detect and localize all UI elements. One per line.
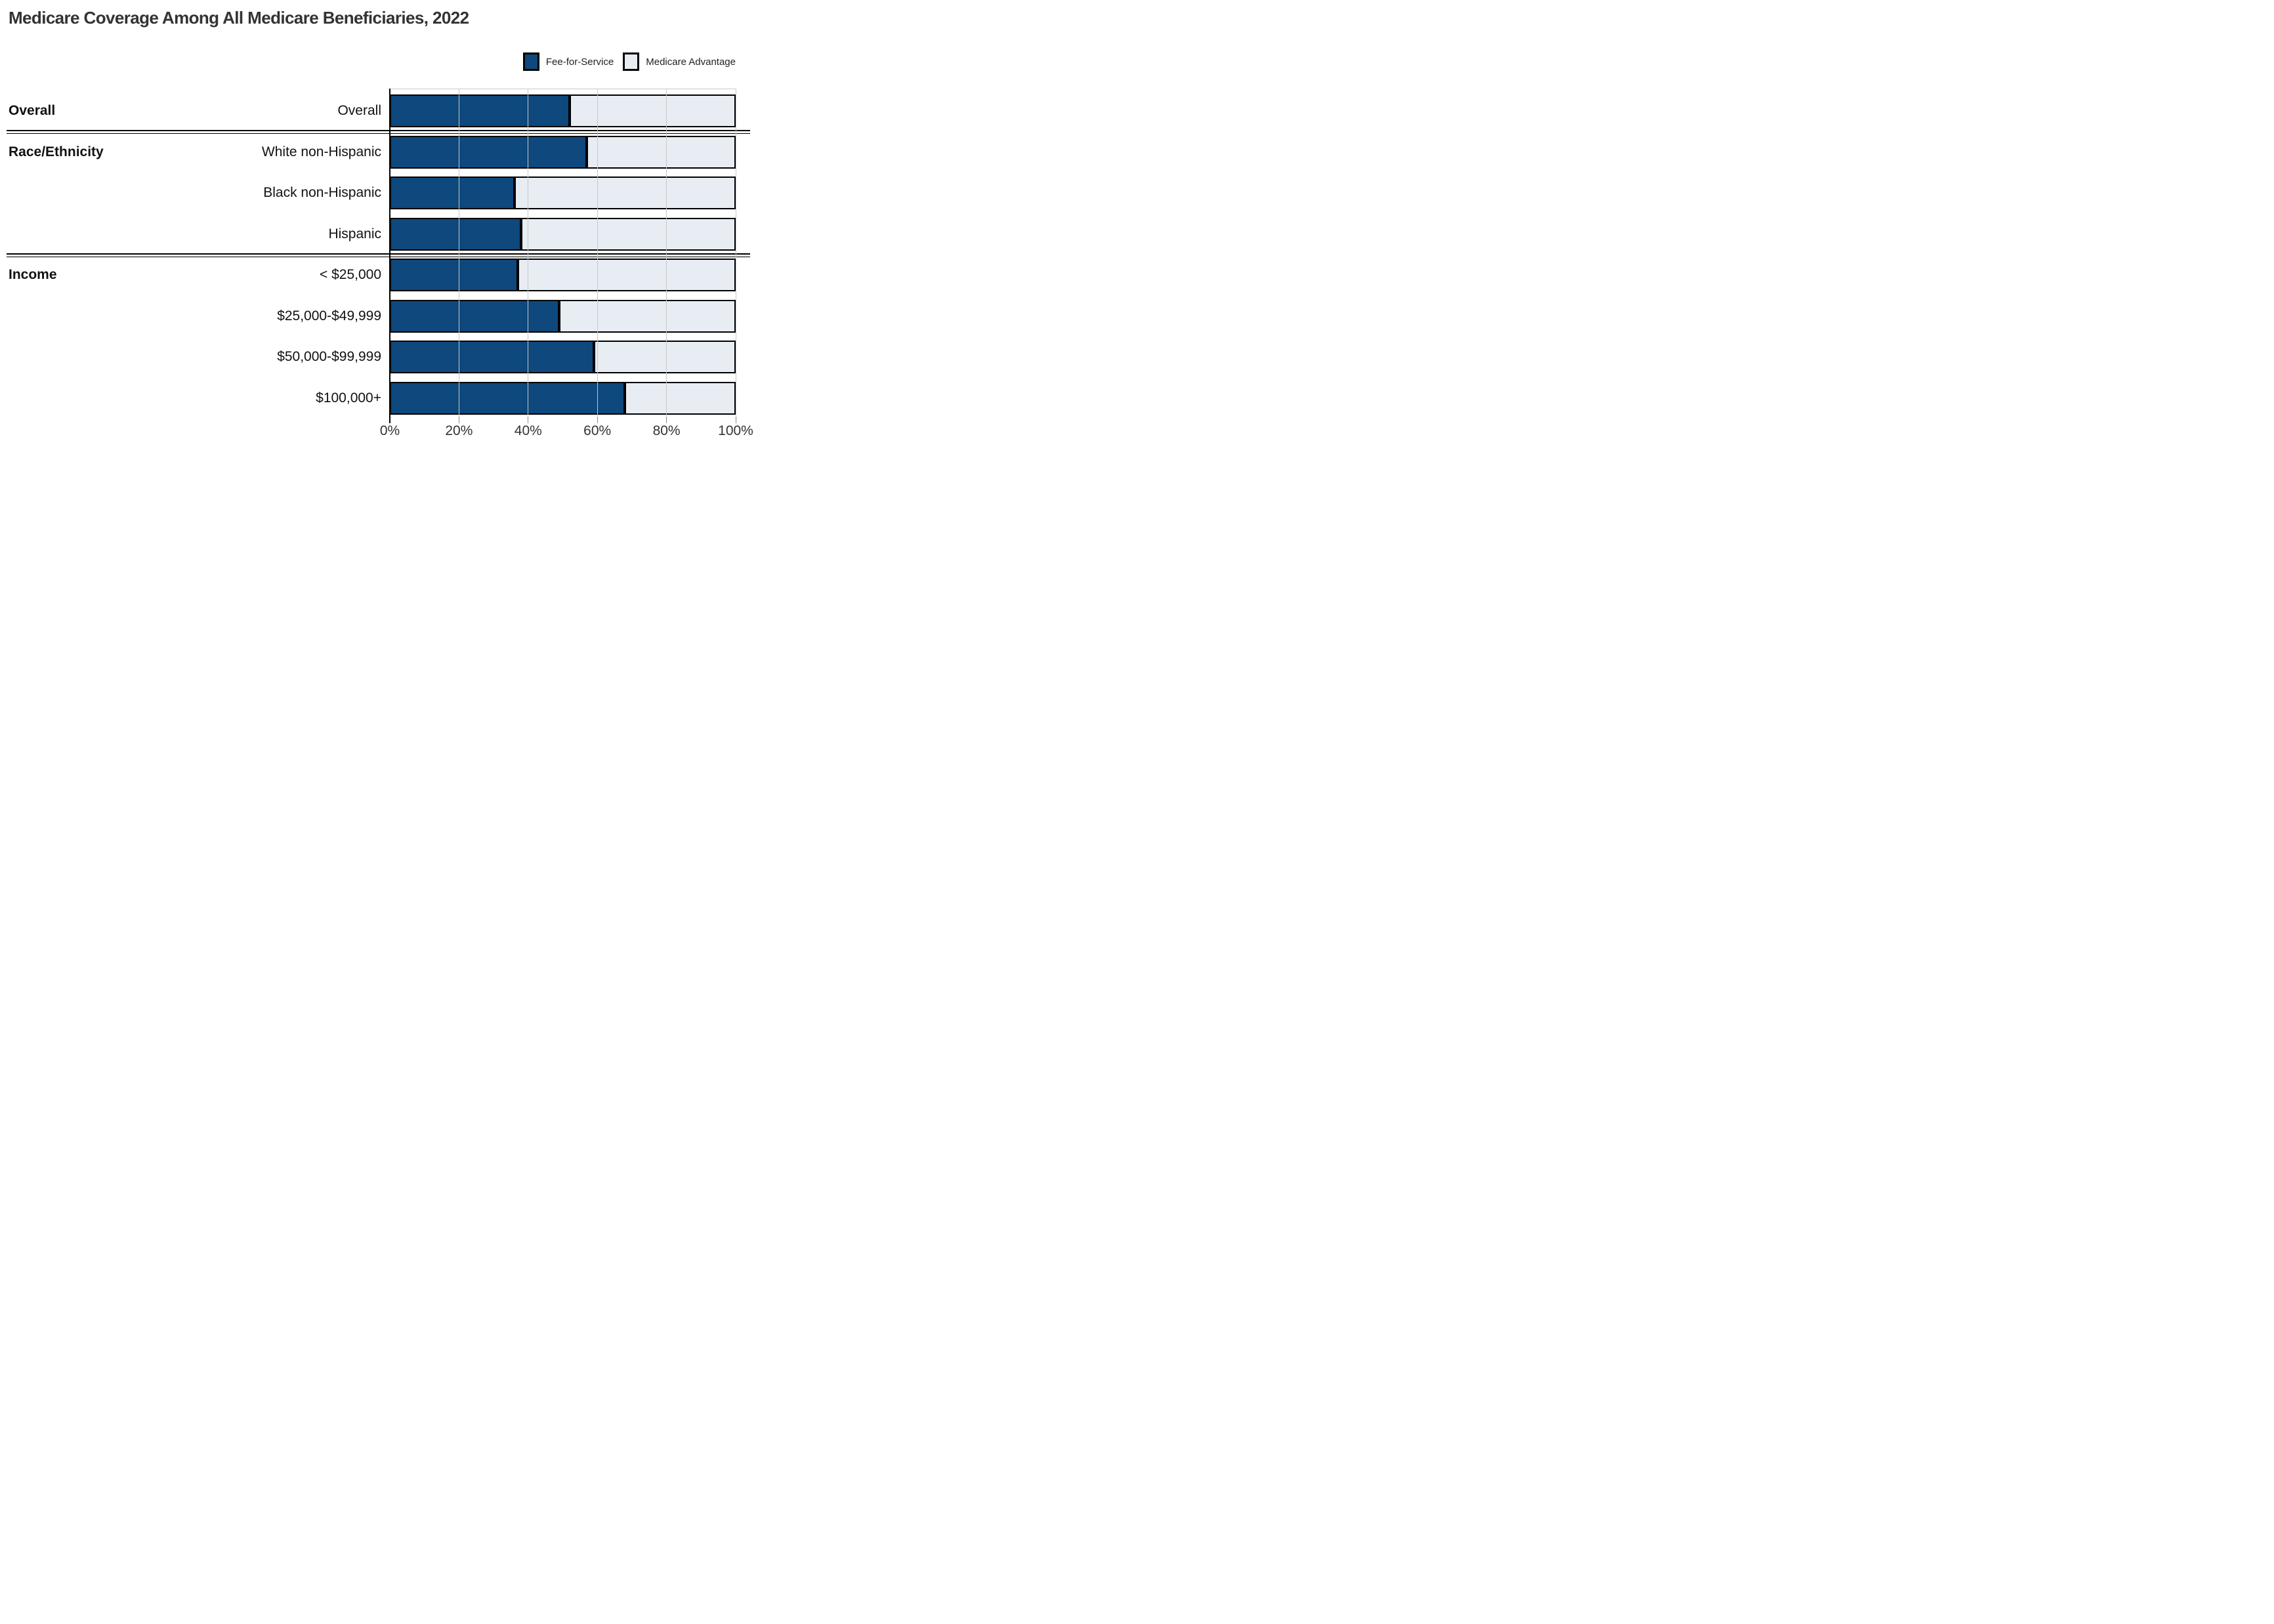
bar-row <box>390 259 736 291</box>
gridline <box>666 89 667 417</box>
bar-segment-fee-for-service <box>390 177 515 209</box>
legend-label: Fee-for-Service <box>545 56 614 68</box>
row-label: < $25,000 <box>319 267 381 282</box>
chart-title: Medicare Coverage Among All Medicare Ben… <box>9 8 469 28</box>
axis-tick <box>666 417 667 423</box>
bar-segment-medicare-advantage <box>514 177 736 209</box>
bar-row <box>390 177 736 209</box>
section-label-race-ethnicity: Race/Ethnicity <box>9 144 104 159</box>
bar-segment-fee-for-service <box>390 299 560 333</box>
bar-row <box>390 217 736 251</box>
row-label: $100,000+ <box>316 390 381 406</box>
bar-segment-medicare-advantage <box>517 259 736 291</box>
bar-row <box>390 299 736 333</box>
x-axis-tick-label: 20% <box>445 423 473 438</box>
axis-tick <box>597 417 598 423</box>
x-axis-tick-label: 60% <box>583 423 612 438</box>
bar-segment-medicare-advantage <box>570 94 736 127</box>
x-axis-tick-label: 100% <box>718 423 753 438</box>
legend-swatch-medicare-advantage <box>623 52 640 71</box>
chart-canvas: Medicare Coverage Among All Medicare Ben… <box>0 0 758 541</box>
row-label: Hispanic <box>328 226 381 241</box>
bar-segment-fee-for-service <box>390 217 522 251</box>
section-label-overall: Overall <box>9 103 56 118</box>
legend-item-medicare-advantage: Medicare Advantage <box>623 52 736 71</box>
bar-row <box>390 381 736 415</box>
row-label: $50,000-$99,999 <box>277 349 381 364</box>
legend-swatch-fee-for-service <box>522 52 539 71</box>
bar-segment-medicare-advantage <box>559 299 736 333</box>
x-axis-tick-label: 40% <box>514 423 542 438</box>
bar-row <box>390 341 736 373</box>
bar-segment-medicare-advantage <box>587 135 736 169</box>
bar-segment-fee-for-service <box>390 94 570 127</box>
row-label: White non-Hispanic <box>261 144 381 159</box>
plot-area <box>389 89 736 423</box>
bar-segment-fee-for-service <box>390 381 625 415</box>
row-label: $25,000-$49,999 <box>277 308 381 323</box>
bar-segment-fee-for-service <box>390 259 518 291</box>
legend: Fee-for-Service Medicare Advantage <box>522 52 736 71</box>
legend-label: Medicare Advantage <box>646 56 736 68</box>
row-label: Overall <box>337 103 381 118</box>
section-divider <box>7 130 750 134</box>
row-label: Black non-Hispanic <box>263 185 381 200</box>
section-divider <box>7 253 750 257</box>
x-axis-tick-label: 0% <box>379 423 400 438</box>
section-label-income: Income <box>9 267 57 282</box>
x-axis-tick-label: 80% <box>652 423 681 438</box>
bar-row <box>390 94 736 127</box>
gridline <box>597 89 598 417</box>
bar-segment-medicare-advantage <box>521 217 736 251</box>
bar-segment-medicare-advantage <box>593 341 736 373</box>
bar-segment-medicare-advantage <box>625 381 736 415</box>
bar-row <box>390 135 736 169</box>
bar-segment-fee-for-service <box>390 341 594 373</box>
y-axis-line <box>389 89 390 423</box>
bar-segment-fee-for-service <box>390 135 587 169</box>
legend-item-fee-for-service: Fee-for-Service <box>522 52 614 71</box>
